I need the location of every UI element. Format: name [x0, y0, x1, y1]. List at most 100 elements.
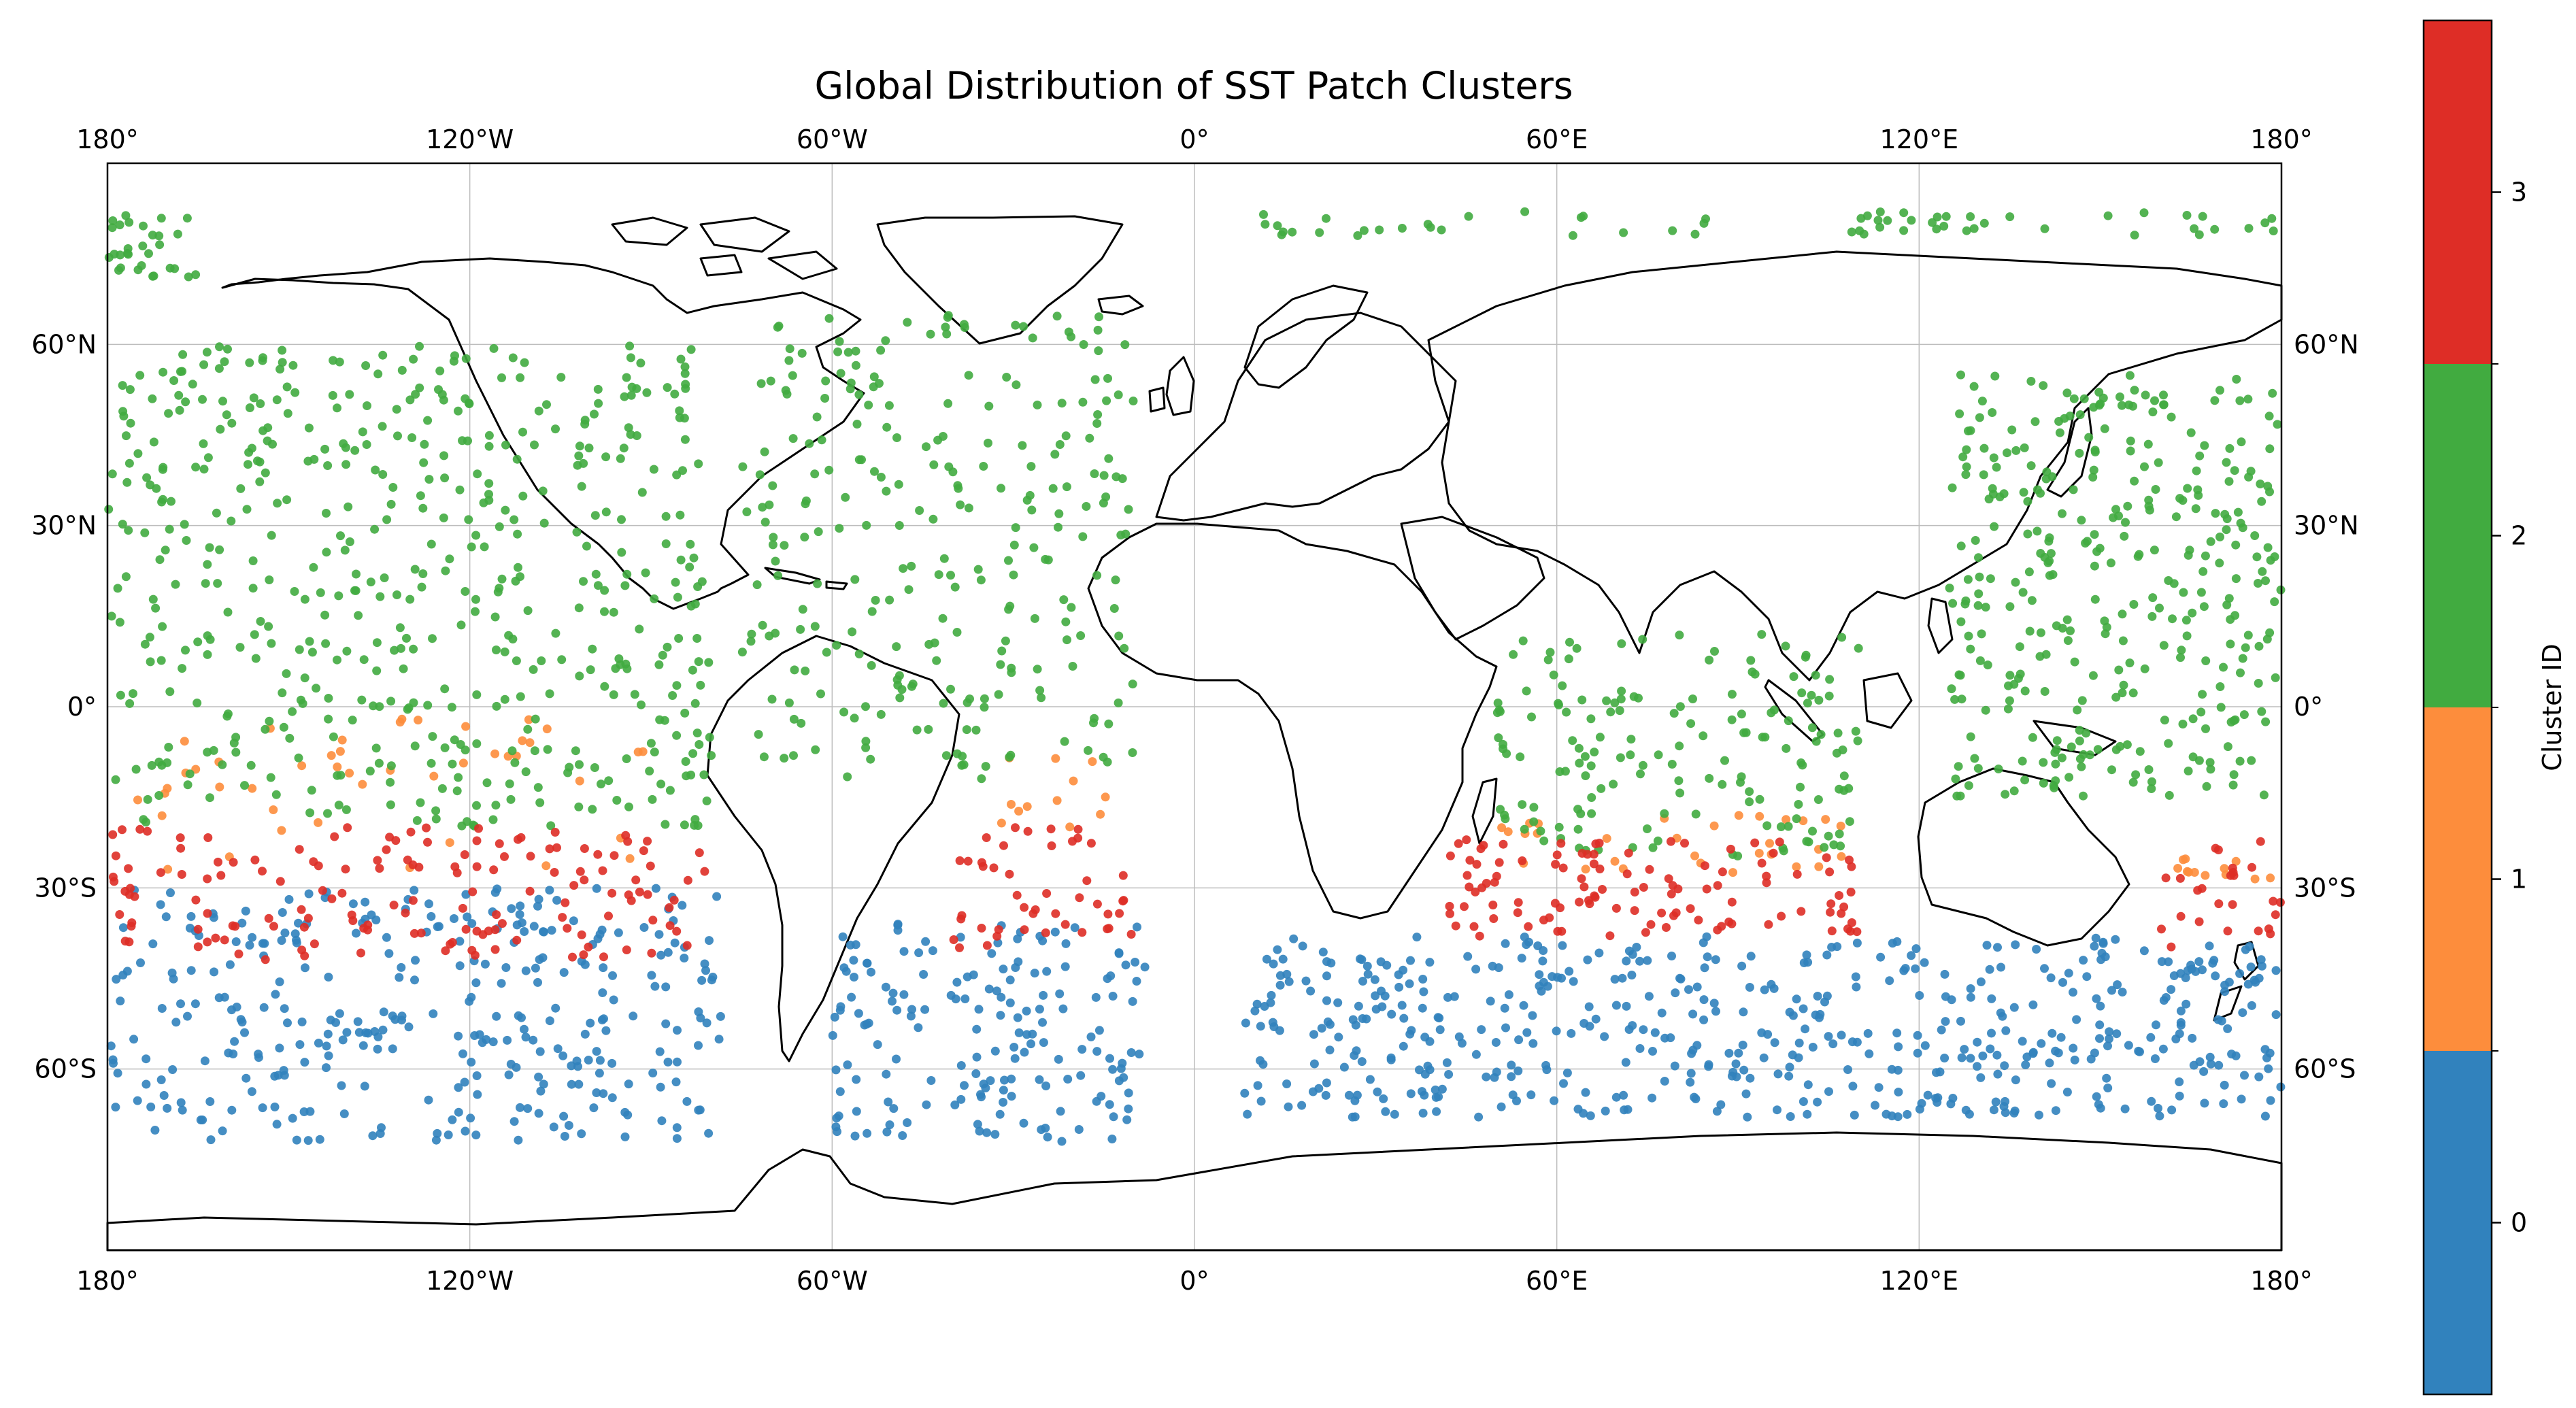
cluster-2-point [125, 699, 135, 708]
cluster-2-point [440, 743, 450, 752]
cluster-3-point [1750, 838, 1760, 848]
cluster-2-point [218, 760, 227, 769]
cluster-2-point [265, 575, 274, 584]
cluster-0-point [1915, 1105, 1924, 1114]
cluster-0-point [2257, 961, 2266, 971]
cluster-2-point [1883, 216, 1892, 225]
cluster-2-point [1626, 735, 1636, 744]
cluster-0-point [1108, 992, 1118, 1001]
cluster-2-point [580, 416, 590, 425]
cluster-2-point [491, 801, 501, 810]
cluster-2-point [410, 565, 420, 574]
cluster-2-point [2226, 639, 2235, 649]
cluster-2-point [113, 584, 122, 593]
cluster-2-point [1554, 699, 1563, 708]
cluster-0-point [592, 1088, 601, 1097]
cluster-2-point [140, 639, 150, 649]
cluster-0-point [1528, 1011, 1537, 1020]
cluster-0-point [2113, 980, 2122, 990]
cluster-2-point [2033, 485, 2042, 495]
cluster-2-point [170, 264, 180, 273]
cluster-2-point [851, 346, 860, 356]
cluster-0-point [1297, 1101, 1307, 1110]
cluster-2-point [452, 786, 462, 796]
cluster-3-point [648, 916, 658, 925]
cluster-2-point [428, 634, 437, 643]
cluster-0-point [1915, 991, 1924, 1000]
cluster-2-point [374, 758, 384, 768]
cluster-0-point [297, 1017, 307, 1026]
cluster-2-point [484, 496, 494, 505]
cluster-0-point [2238, 1008, 2247, 1018]
cluster-2-point [386, 761, 396, 771]
cluster-2-point [1104, 719, 1114, 728]
cluster-2-point [2198, 212, 2207, 221]
cluster-2-point [1615, 706, 1624, 716]
cluster-1-point [333, 762, 342, 771]
cluster-0-point [956, 1094, 966, 1104]
cluster-0-point [1957, 1053, 1967, 1062]
cluster-2-point [1586, 714, 1596, 724]
cluster-2-point [2027, 596, 2037, 605]
cluster-0-point [2082, 972, 2092, 982]
cluster-3-point [495, 839, 504, 848]
cluster-0-point [129, 1035, 139, 1044]
cluster-0-point [314, 1039, 323, 1047]
cluster-2-point [203, 453, 213, 463]
cluster-2-point [1691, 809, 1701, 819]
cluster-2-point [320, 610, 330, 620]
cluster-2-point [1675, 702, 1685, 711]
cluster-2-point [1610, 698, 1620, 707]
cluster-0-point [534, 894, 543, 904]
cluster-2-point [2130, 231, 2139, 240]
cluster-2-point [1813, 795, 1823, 804]
cluster-2-point [253, 456, 262, 466]
cluster-0-point [1711, 955, 1720, 965]
cluster-3-point [956, 914, 966, 924]
cluster-2-point [1797, 688, 1807, 698]
cluster-0-point [378, 1025, 388, 1035]
cluster-2-point [1907, 216, 1916, 225]
cluster-3-point [1796, 907, 1806, 916]
cluster-0-point [1109, 1112, 1118, 1122]
cluster-3-point [1454, 839, 1463, 848]
cluster-3-point [1579, 882, 1589, 892]
cluster-0-point [1425, 1037, 1435, 1046]
cluster-0-point [2047, 1079, 2056, 1088]
cluster-3-point [220, 935, 229, 945]
cluster-0-point [997, 992, 1006, 1002]
cluster-3-point [472, 862, 482, 871]
cluster-2-point [705, 733, 714, 742]
cluster-2-point [1999, 489, 2009, 499]
cluster-2-point [531, 714, 540, 724]
cluster-2-point [752, 580, 762, 590]
y-tick-label-left: 60°N [31, 329, 97, 359]
cluster-2-point [282, 669, 291, 678]
cluster-0-point [472, 1071, 482, 1080]
cluster-0-point [569, 916, 578, 926]
cluster-2-point [1001, 636, 1010, 646]
cluster-2-point [1536, 826, 1545, 836]
cluster-0-point [2105, 1034, 2113, 1043]
cluster-0-point [516, 1103, 524, 1112]
cluster-3-point [1545, 913, 1554, 922]
cluster-2-point [131, 765, 141, 774]
cluster-3-point [580, 875, 589, 885]
cluster-0-point [2158, 1044, 2168, 1054]
cluster-0-point [1843, 1065, 1852, 1074]
cluster-0-point [1322, 971, 1331, 981]
cluster-0-point [448, 1115, 457, 1124]
cluster-0-point [614, 928, 623, 937]
cluster-0-point [882, 1069, 891, 1079]
cluster-2-point [952, 628, 962, 637]
cluster-3-point [1777, 911, 1786, 921]
cluster-2-point [1562, 707, 1571, 717]
cluster-0-point [1350, 1051, 1359, 1060]
cluster-0-point [885, 1120, 894, 1130]
cluster-2-point [2254, 579, 2262, 588]
cluster-0-point [1704, 1062, 1713, 1071]
cluster-3-point [1726, 844, 1735, 854]
cluster-0-point [1585, 1022, 1594, 1031]
cluster-2-point [278, 688, 287, 698]
